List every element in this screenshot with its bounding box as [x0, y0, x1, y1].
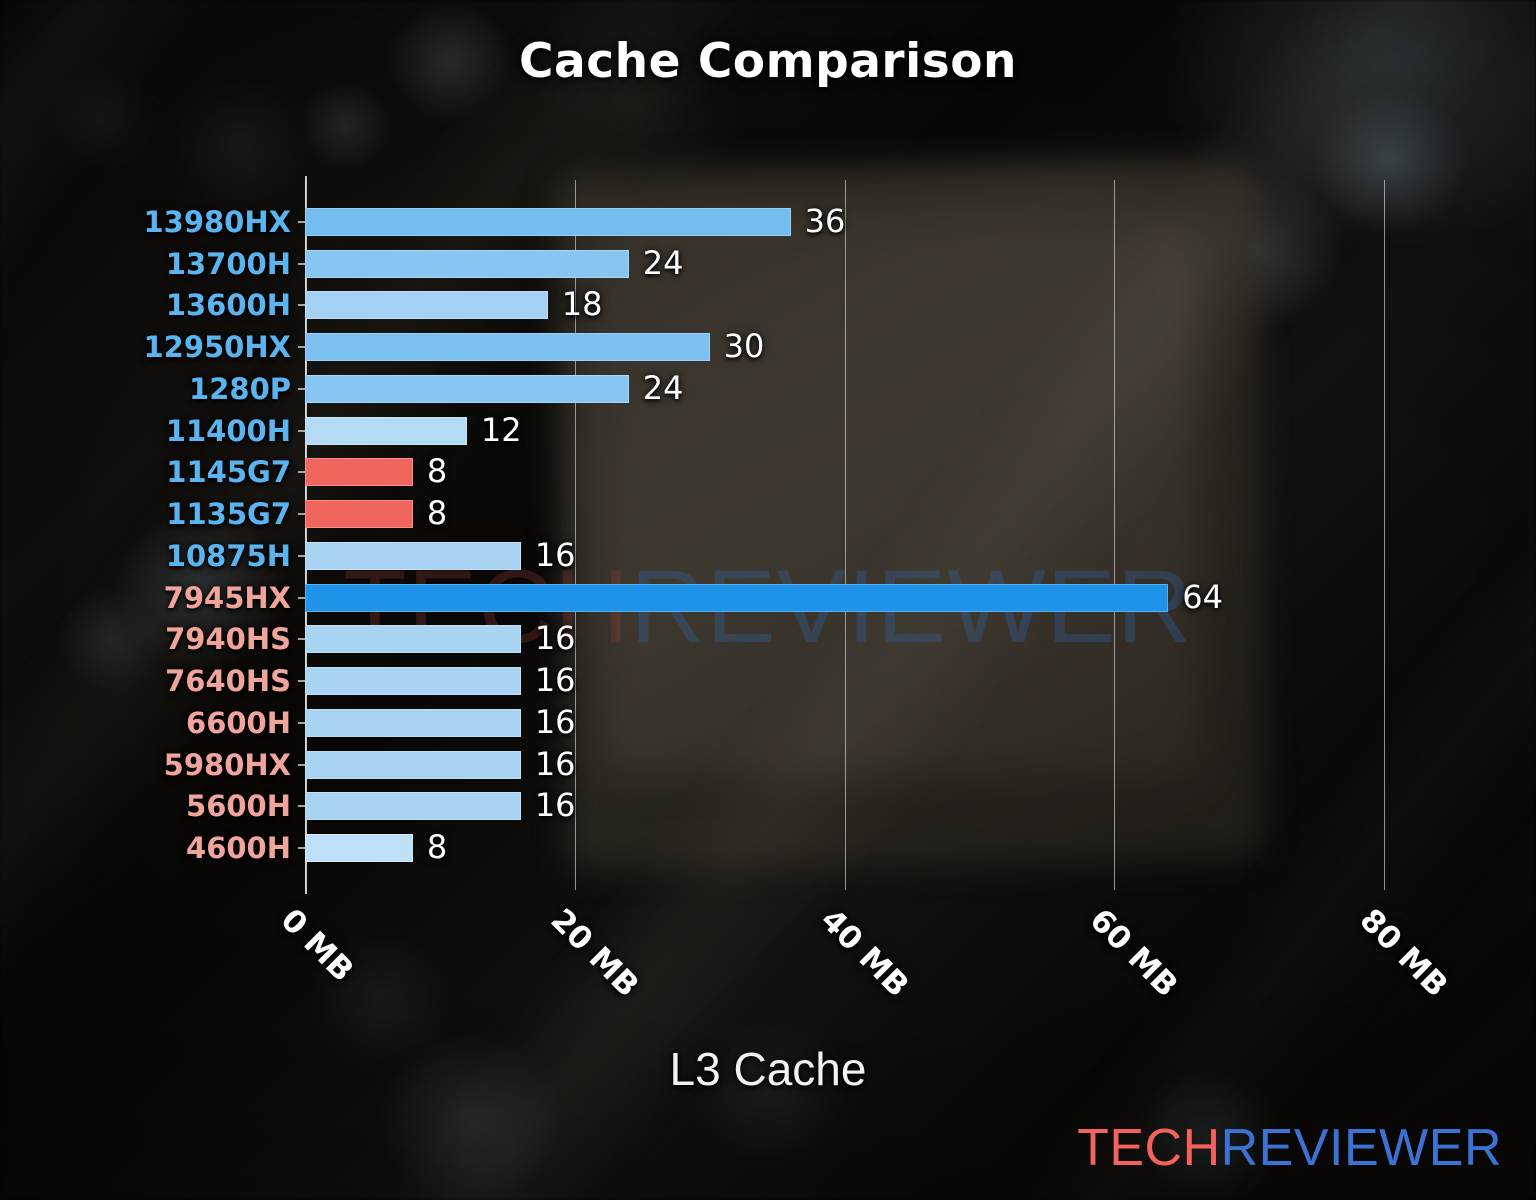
x-gridline — [844, 180, 846, 890]
chart-title: Cache Comparison — [519, 34, 1017, 89]
bar-1145g7 — [305, 458, 413, 487]
y-tick-mark — [298, 513, 305, 516]
techreviewer-logo: TECHREVIEWER — [1077, 1118, 1502, 1178]
bar-value-label: 16 — [534, 661, 576, 700]
y-category-label-5980hx: 5980HX — [163, 747, 291, 782]
x-tick-label: 0 MB — [273, 902, 361, 989]
bar-value-label: 8 — [426, 452, 448, 491]
y-tick-mark — [298, 680, 305, 683]
y-category-label-13980hx: 13980HX — [143, 204, 291, 239]
bar-value-label: 8 — [426, 494, 448, 533]
x-tick-label: 40 MB — [813, 902, 916, 1005]
bar-value-label: 16 — [534, 786, 576, 825]
y-category-label-1145g7: 1145G7 — [166, 455, 291, 490]
y-tick-mark — [298, 596, 305, 599]
y-tick-mark — [298, 638, 305, 641]
y-category-label-1135g7: 1135G7 — [166, 497, 291, 532]
bar-value-label: 16 — [534, 744, 576, 783]
y-tick-mark — [298, 721, 305, 724]
bar-value-label: 64 — [1182, 577, 1223, 616]
x-axis-title: L3 Cache — [669, 1043, 867, 1095]
plot-area: 36 24 18 30 24 12 8 8 16 64 16 16 16 16 16 8 — [298, 176, 1465, 894]
bar-13980hx — [305, 207, 791, 236]
y-tick-mark — [298, 763, 305, 766]
bar-value-label: 16 — [534, 535, 576, 574]
bar-value-label: 24 — [642, 368, 684, 407]
x-gridline — [305, 180, 306, 890]
y-tick-mark — [298, 847, 305, 850]
y-tick-mark — [298, 805, 305, 808]
bar-value-label: 8 — [426, 828, 448, 867]
bar-13700h — [305, 249, 629, 278]
y-category-label-7940hs: 7940HS — [165, 622, 291, 657]
x-gridline — [574, 180, 576, 890]
bar-value-label: 12 — [480, 410, 522, 449]
bar-value-label: 36 — [804, 201, 846, 240]
bar-13600h — [305, 291, 548, 320]
bar-1135g7 — [305, 500, 413, 529]
bar-5600h — [305, 792, 521, 821]
x-tick-label: 80 MB — [1352, 902, 1455, 1005]
bar-4600h — [305, 834, 413, 863]
y-tick-mark — [298, 346, 305, 349]
bar-11400h — [305, 416, 467, 445]
bar-1280p — [305, 374, 629, 403]
bar-6600h — [305, 708, 521, 737]
bar-5980hx — [305, 750, 521, 779]
y-axis-spine — [305, 176, 307, 894]
y-category-label-13700h: 13700H — [165, 246, 291, 281]
y-tick-mark — [298, 262, 305, 265]
y-category-label-12950hx: 12950HX — [143, 330, 291, 365]
bar-value-label: 24 — [642, 243, 684, 282]
y-tick-mark — [298, 429, 305, 432]
y-category-label-6600h: 6600H — [186, 705, 291, 740]
y-tick-mark — [298, 554, 305, 557]
y-category-label-11400h: 11400H — [165, 413, 291, 448]
logo-tech-text: TECH — [1077, 1119, 1221, 1177]
y-category-label-10875h: 10875H — [165, 538, 291, 573]
bar-12950hx — [305, 333, 710, 362]
bar-value-label: 30 — [723, 327, 765, 366]
y-category-label-7945hx: 7945HX — [163, 580, 291, 615]
x-gridline — [1114, 180, 1116, 890]
bar-7945hx — [305, 583, 1169, 612]
bar-value-label: 16 — [534, 619, 576, 658]
bar-10875h — [305, 541, 521, 570]
y-tick-mark — [298, 220, 305, 223]
bar-7640hs — [305, 667, 521, 696]
y-category-label-13600h: 13600H — [165, 288, 291, 323]
x-tick-label: 60 MB — [1082, 902, 1185, 1005]
y-tick-mark — [298, 304, 305, 307]
bar-value-label: 16 — [534, 702, 576, 741]
y-category-label-7640hs: 7640HS — [165, 664, 291, 699]
x-tick-label: 20 MB — [543, 902, 646, 1005]
y-category-label-1280p: 1280P — [189, 371, 291, 406]
y-category-label-5600h: 5600H — [186, 789, 291, 824]
y-category-label-4600h: 4600H — [186, 831, 291, 866]
y-tick-mark — [298, 387, 305, 390]
y-tick-mark — [298, 471, 305, 474]
bar-7940hs — [305, 625, 521, 654]
x-gridline — [1384, 180, 1386, 890]
logo-reviewer-text: REVIEWER — [1220, 1119, 1502, 1177]
bar-value-label: 18 — [561, 285, 603, 324]
